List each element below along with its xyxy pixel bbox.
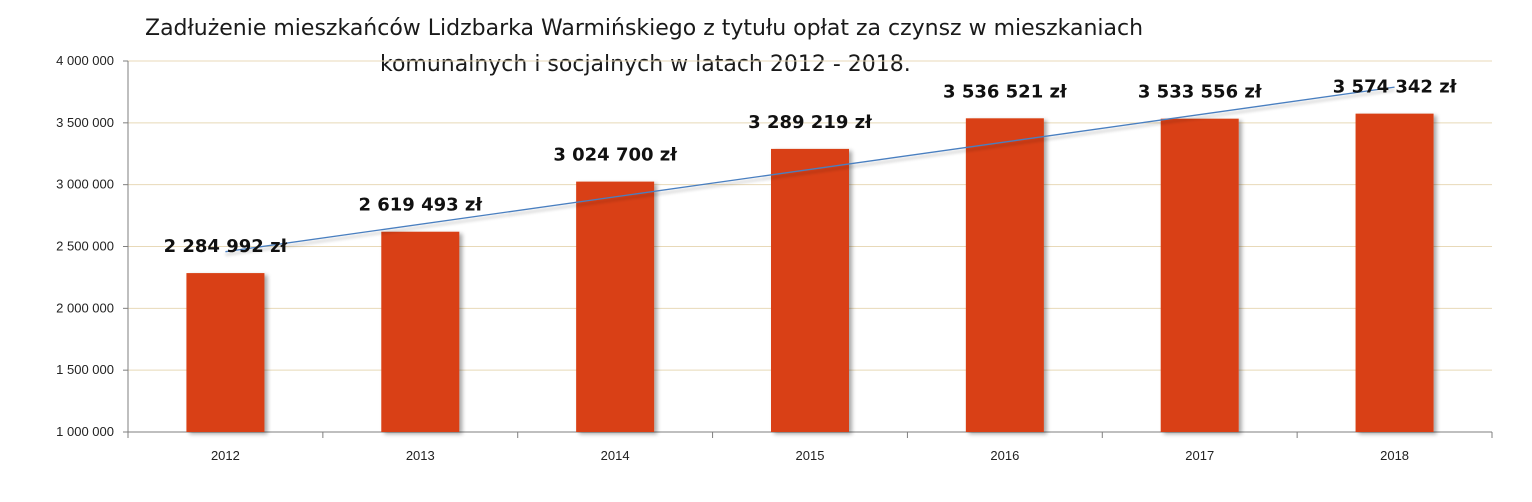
trendline [225,86,1395,253]
y-tick-label: 3 000 000 [56,177,114,192]
data-label: 2 284 992 zł [164,236,289,257]
bar-2018 [1355,113,1434,432]
x-tick-label: 2014 [601,448,630,463]
y-tick-label: 2 000 000 [56,300,114,315]
x-tick-label: 2015 [796,448,825,463]
bar-2017 [1160,118,1239,433]
bar-2014 [576,181,655,432]
x-tick-label: 2018 [1380,448,1409,463]
bar-2015 [771,148,849,433]
x-tick-label: 2013 [406,448,435,463]
data-label: 3 024 700 zł [553,145,678,166]
y-tick-label: 4 000 000 [56,53,114,68]
x-tick-label: 2012 [211,448,240,463]
data-label: 3 533 556 zł [1138,82,1263,103]
data-label: 3 536 521 zł [943,81,1068,102]
data-label: 3 289 219 zł [748,112,873,133]
x-tick-label: 2017 [1185,448,1214,463]
x-tick-label: 2016 [990,448,1019,463]
y-tick-label: 1 500 000 [56,362,114,377]
chart-title-line-1: Zadłużenie mieszkańców Lidzbarka Warmińs… [145,16,1144,41]
bar-2016 [965,118,1044,433]
data-label: 3 574 342 zł [1333,77,1458,98]
chart-title-line-2: komunalnych i socjalnych w latach 2012 -… [380,52,911,77]
data-label: 2 619 493 zł [358,195,483,216]
bar-2012 [186,273,265,432]
y-tick-label: 1 000 000 [56,424,114,439]
y-tick-label: 3 500 000 [56,115,114,130]
bar-2013 [381,231,460,432]
y-tick-label: 2 500 000 [56,239,114,254]
